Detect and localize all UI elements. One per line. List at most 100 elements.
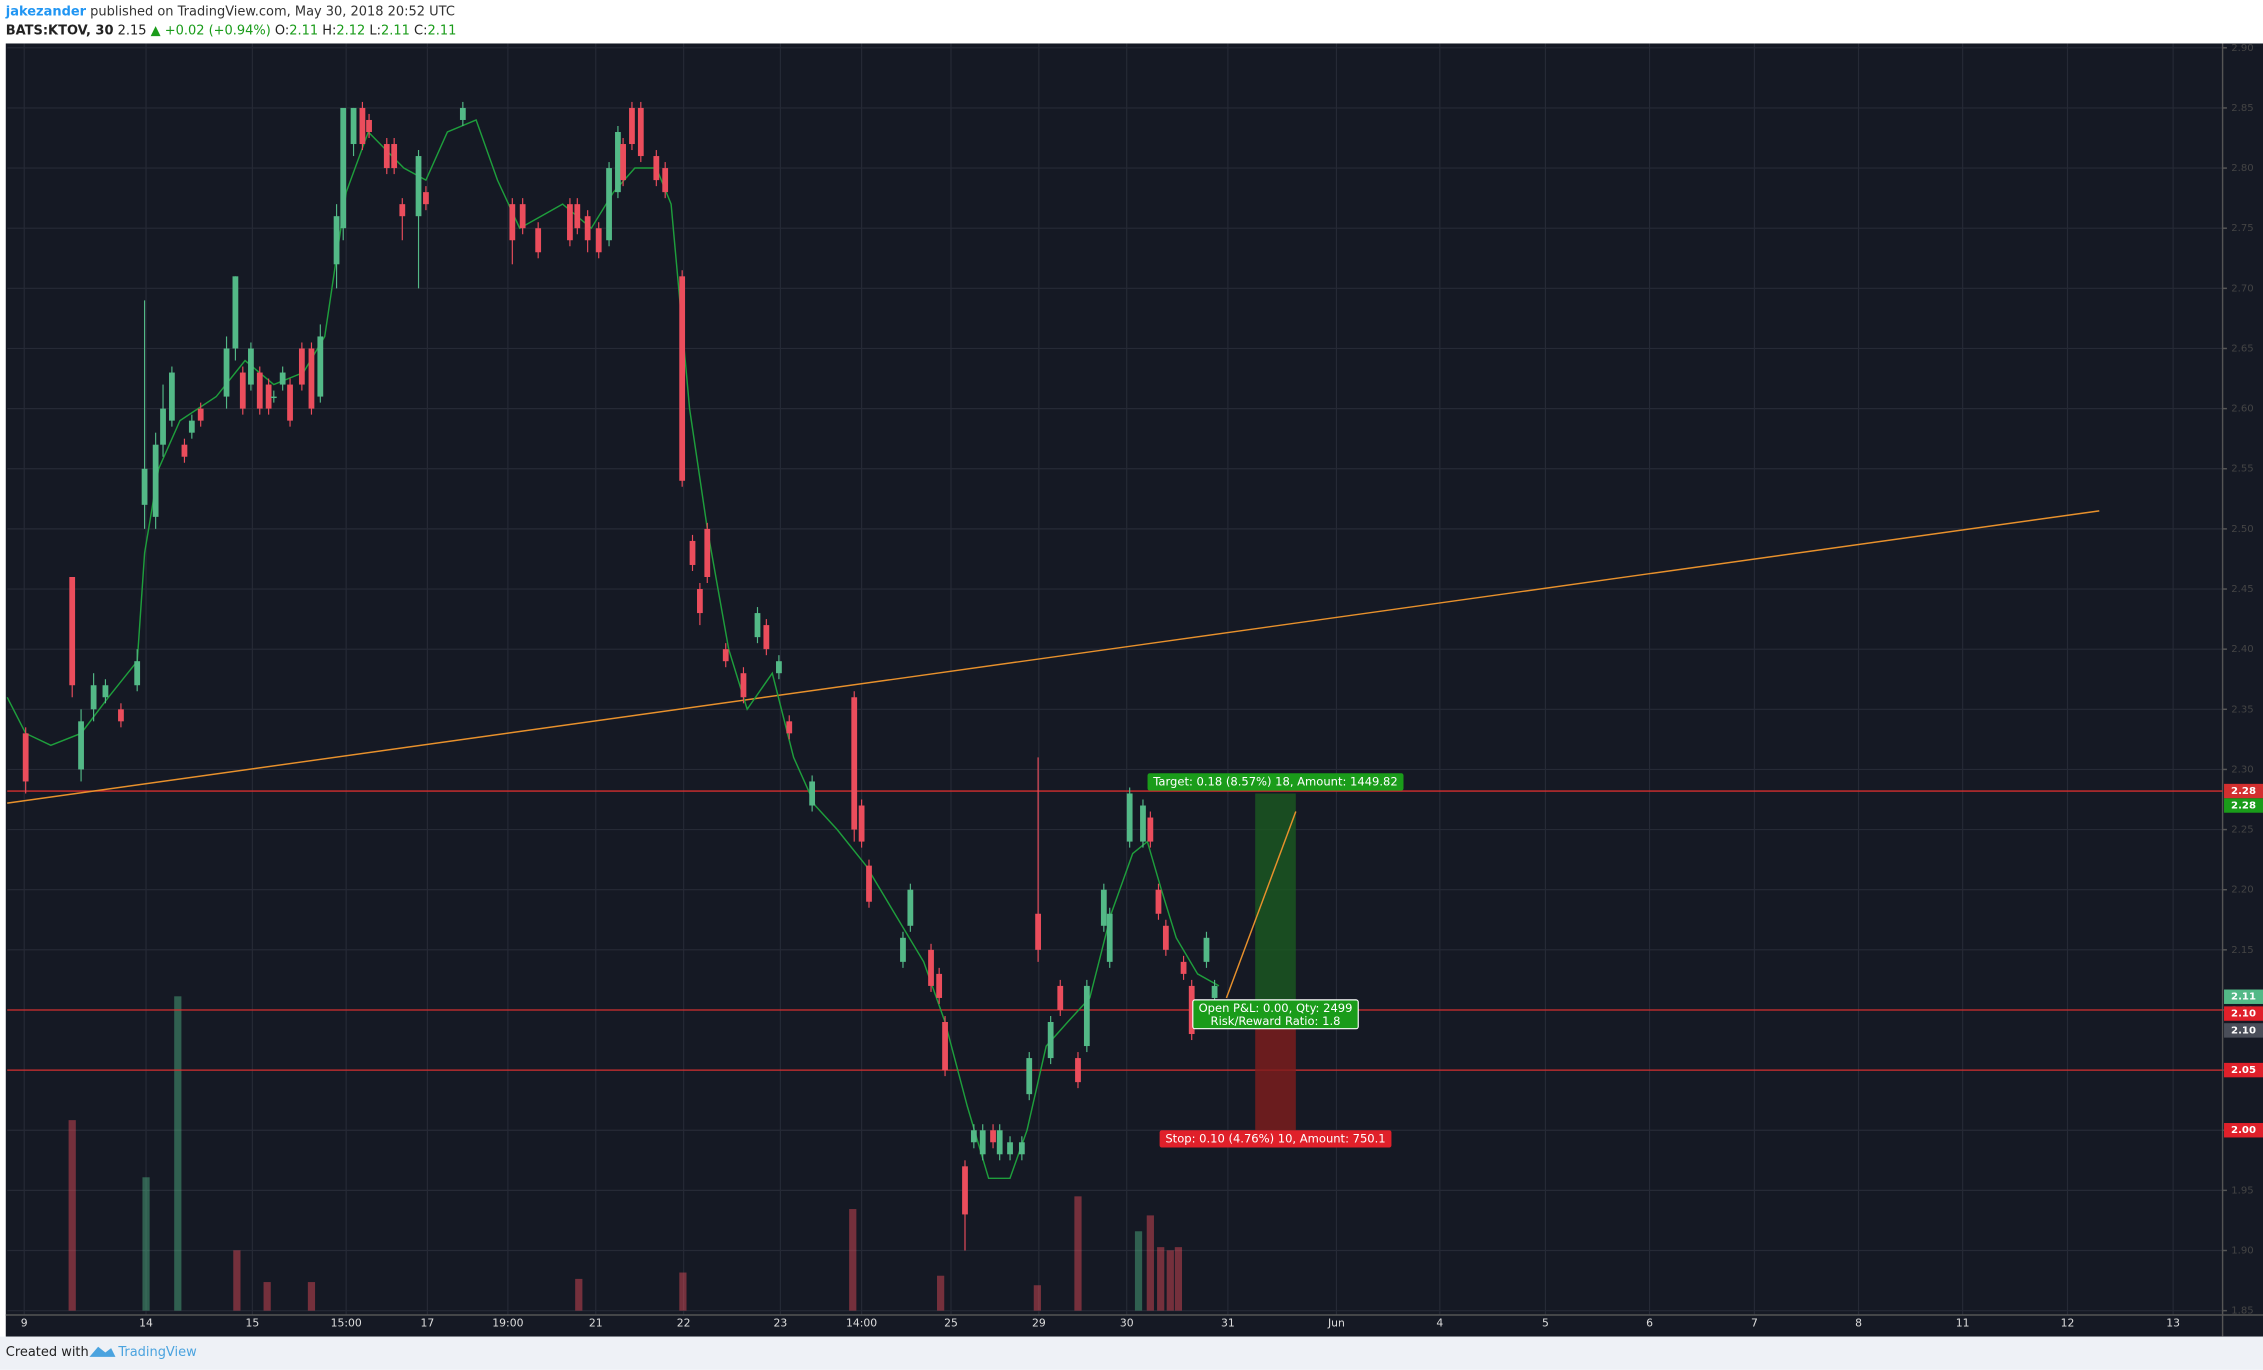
- footer-brand[interactable]: TradingView: [117, 1345, 197, 1360]
- open-value: 2.11: [289, 23, 318, 38]
- footer-bar: [0, 1336, 2263, 1370]
- candle-body: [722, 649, 729, 662]
- price-badge-text: 2.28: [2231, 801, 2256, 812]
- price-badge: [2224, 989, 2263, 1004]
- candle-body: [620, 144, 626, 181]
- y-tick-label: 1.95: [2231, 1185, 2253, 1196]
- target-label: Target: 0.18 (8.57%) 18, Amount: 1449.82: [1147, 773, 1404, 791]
- candle-body: [423, 192, 429, 205]
- header-line-1: jakezander published on TradingView.com,…: [5, 4, 455, 19]
- candle-body: [679, 276, 686, 481]
- x-tick-label: Jun: [1327, 1317, 1345, 1330]
- x-tick-label: 17: [421, 1317, 435, 1330]
- candle-body: [595, 228, 602, 253]
- candle-body: [152, 444, 159, 517]
- candle-body: [188, 420, 195, 433]
- price-badge: [2224, 783, 2263, 799]
- symbol: BATS:KTOV, 30: [6, 23, 114, 38]
- y-tick-label: 2.75: [2231, 223, 2253, 234]
- candle-body: [704, 528, 711, 577]
- volume-bar: [233, 1250, 241, 1311]
- candle-body: [942, 1021, 948, 1071]
- volume-bar: [679, 1272, 687, 1311]
- stop-label-text: Stop: 0.10 (4.76%) 10, Amount: 750.1: [1165, 1131, 1385, 1145]
- volume-bar: [263, 1282, 271, 1311]
- candle-body: [740, 673, 747, 698]
- candle-body: [1162, 925, 1169, 950]
- pnl-label-bg: [1192, 999, 1359, 1030]
- stop-label-bg: [1159, 1130, 1392, 1148]
- change: ▲ +0.02 (+0.94%): [151, 23, 271, 38]
- candle-body: [662, 168, 669, 193]
- candle-body: [809, 781, 816, 806]
- candle-body: [265, 384, 272, 409]
- volume-bar: [1157, 1247, 1165, 1311]
- x-tick-label: 14: [139, 1317, 153, 1330]
- volume-bar: [142, 1177, 150, 1311]
- candle-body: [962, 1166, 968, 1215]
- y-tick-label: 2.80: [2231, 163, 2253, 174]
- candle-body: [970, 1130, 977, 1143]
- candle-body: [399, 204, 406, 217]
- projection-line: [1225, 811, 1297, 999]
- candle-body: [248, 348, 254, 385]
- tradingview-logo: [89, 1346, 116, 1357]
- candle-body: [118, 709, 124, 722]
- candle-body: [907, 889, 914, 926]
- candle-body: [1047, 1021, 1054, 1059]
- candle-body: [287, 384, 293, 421]
- trend-line: [7, 510, 2100, 804]
- x-tick-label: 9: [21, 1317, 28, 1330]
- candle-body: [90, 685, 97, 710]
- x-tick-label: 4: [1436, 1317, 1443, 1330]
- candle-body: [763, 625, 770, 650]
- candle-body: [1057, 985, 1064, 1010]
- candle-body: [615, 131, 621, 193]
- candle-body: [169, 372, 175, 421]
- candle-body: [697, 589, 703, 614]
- high-value: 2.12: [336, 23, 365, 38]
- candle-body: [415, 156, 422, 217]
- x-tick-label: 5: [1542, 1317, 1549, 1330]
- candle-body: [1106, 913, 1113, 962]
- candle-body: [391, 144, 398, 169]
- x-tick-label: 8: [1855, 1317, 1862, 1330]
- candle-body: [160, 408, 166, 445]
- y-tick-label: 2.55: [2231, 464, 2253, 475]
- candle-body: [653, 156, 660, 181]
- volume-bar: [1174, 1247, 1183, 1311]
- candle-body: [990, 1130, 996, 1143]
- candle-body: [1140, 805, 1146, 842]
- x-tick-label: 6: [1646, 1317, 1653, 1330]
- candle-body: [359, 107, 366, 145]
- candle-body: [308, 348, 315, 409]
- candle-body: [509, 204, 516, 241]
- candle-body: [1147, 817, 1154, 842]
- low-label: L:: [369, 23, 381, 38]
- candle-body: [637, 107, 644, 157]
- candle-body: [459, 107, 466, 120]
- candle-body: [78, 721, 84, 770]
- candle-body: [979, 1130, 986, 1155]
- x-tick-label: 11: [1956, 1317, 1970, 1330]
- candle-body: [1155, 889, 1162, 914]
- candle-body: [858, 805, 865, 842]
- candle-body: [383, 144, 390, 169]
- risk-reward-text: Risk/Reward Ratio: 1.8: [1211, 1014, 1341, 1028]
- author[interactable]: jakezander: [5, 4, 87, 19]
- y-tick-label: 2.90: [2231, 43, 2253, 54]
- x-tick-label: 13: [2166, 1317, 2180, 1330]
- candle-body: [754, 613, 761, 638]
- candle-body: [900, 937, 906, 962]
- candle-body: [181, 444, 188, 457]
- x-tick-label: 23: [773, 1317, 787, 1330]
- candle-body: [298, 348, 305, 385]
- y-tick-label: 2.15: [2231, 945, 2253, 956]
- open-label: O:: [275, 23, 289, 38]
- candle-body: [69, 576, 76, 686]
- low-value: 2.11: [381, 23, 410, 38]
- x-tick-label: 12: [2061, 1317, 2075, 1330]
- candle-body: [223, 348, 230, 397]
